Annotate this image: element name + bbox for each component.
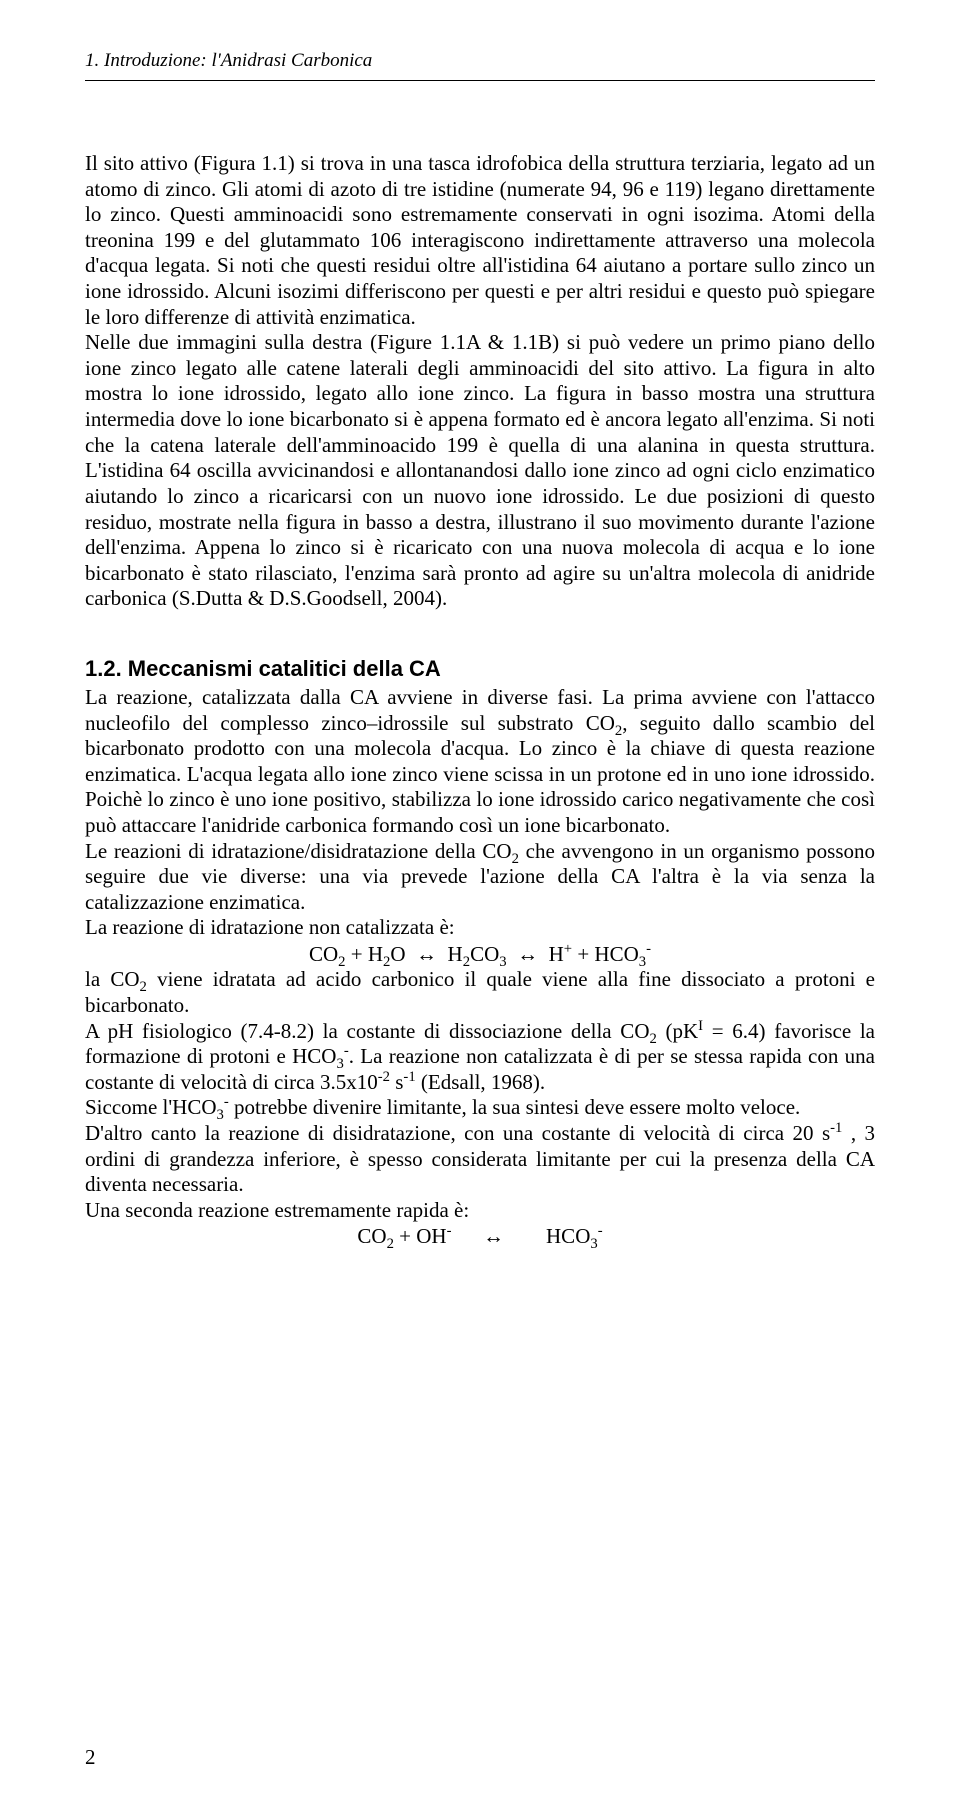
s2-para5-e: s	[390, 1070, 403, 1094]
s2-para3: La reazione di idratazione non catalizza…	[85, 915, 875, 941]
page: 1. Introduzione: l'Anidrasi Carbonica Il…	[0, 0, 960, 1810]
running-header-text: 1. Introduzione: l'Anidrasi Carbonica	[85, 50, 372, 71]
sup-m1: -1	[403, 1069, 415, 1085]
s2-para5: A pH fisiologico (7.4-8.2) la costante d…	[85, 1019, 875, 1096]
sup-m2: -2	[378, 1069, 390, 1085]
sup-m1: -1	[830, 1120, 842, 1136]
s2-para5-b: (pK	[657, 1019, 698, 1043]
s2-para8: Una seconda reazione estremamente rapida…	[85, 1198, 875, 1224]
body-text-block-3: la CO2 viene idratata ad acido carbonico…	[85, 967, 875, 1223]
s2-para2-a: Le reazioni di idratazione/disidratazion…	[85, 839, 512, 863]
page-number: 2	[85, 1745, 96, 1770]
s2-para2: Le reazioni di idratazione/disidratazion…	[85, 839, 875, 916]
equation-1: CO2 + H2O ↔ H2CO3 ↔ H+ + HCO3-	[85, 941, 875, 967]
equation-2: CO2 + OH- ↔ HCO3-	[85, 1223, 875, 1249]
s2-para4: la CO2 viene idratata ad acido carbonico…	[85, 967, 875, 1018]
s2-para6-b: potrebbe divenire limitante, la sua sint…	[229, 1095, 800, 1119]
s2-para6-a: Siccome l'HCO	[85, 1095, 217, 1119]
section-1-2-title: 1.2. Meccanismi catalitici della CA	[85, 656, 875, 682]
s2-para5-f: (Edsall, 1968).	[416, 1070, 545, 1094]
s2-para1: La reazione, catalizzata dalla CA avvien…	[85, 685, 875, 839]
s2-para4-b: viene idratata ad acido carbonico il qua…	[85, 967, 875, 1017]
intro-paragraph-2: Nelle due immagini sulla destra (Figure …	[85, 330, 875, 612]
running-header: 1. Introduzione: l'Anidrasi Carbonica	[85, 50, 875, 72]
equation-2-content: CO2 + OH- ↔ HCO3-	[357, 1223, 602, 1249]
body-text-block-1: Il sito attivo (Figura 1.1) si trova in …	[85, 151, 875, 612]
s2-para7-a: D'altro canto la reazione di disidratazi…	[85, 1121, 830, 1145]
equation-1-content: CO2 + H2O ↔ H2CO3 ↔ H+ + HCO3-	[309, 941, 651, 967]
s2-para7: D'altro canto la reazione di disidratazi…	[85, 1121, 875, 1198]
s2-para6: Siccome l'HCO3- potrebbe divenire limita…	[85, 1095, 875, 1121]
s2-para5-a: A pH fisiologico (7.4-8.2) la costante d…	[85, 1019, 649, 1043]
intro-paragraph-1: Il sito attivo (Figura 1.1) si trova in …	[85, 151, 875, 330]
header-rule	[85, 80, 875, 81]
body-text-block-2: La reazione, catalizzata dalla CA avvien…	[85, 685, 875, 941]
s2-para4-a: la CO	[85, 967, 140, 991]
